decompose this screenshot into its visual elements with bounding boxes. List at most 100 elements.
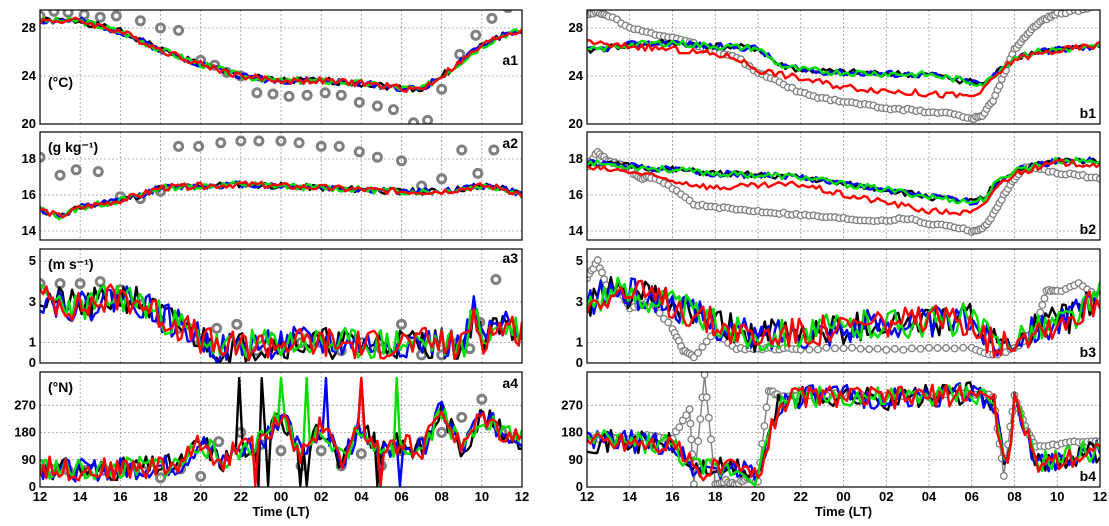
obs-point [48, 10, 60, 17]
plot-area-b2 [587, 147, 1100, 236]
x-tick-label: 12 [1093, 489, 1107, 504]
obs-point [408, 117, 420, 124]
obs-point [40, 458, 46, 470]
x-tick-label: 18 [153, 489, 167, 504]
obs-point [890, 344, 899, 353]
model-line [40, 376, 522, 487]
y-tick-label: 0 [29, 355, 36, 370]
obs-point [275, 135, 287, 147]
obs-point [94, 11, 106, 23]
obs-point [916, 344, 925, 353]
obs-point [925, 343, 933, 352]
panel-label-a3: a3 [502, 250, 518, 266]
y-tick-label: 0 [576, 479, 583, 494]
obs-point [848, 343, 856, 352]
model-line [40, 376, 522, 481]
model-line [40, 180, 522, 219]
obs-point [942, 344, 951, 352]
x-tick-label: 10 [1050, 489, 1064, 504]
x-tick-label: 18 [708, 489, 722, 504]
x-tick-label: 06 [394, 489, 408, 504]
plot-area-b4 [587, 372, 1100, 487]
obs-point [355, 448, 367, 460]
panel-a1: 20 24 28 a1 (°C) [22, 9, 523, 131]
x-tick-label: 20 [751, 489, 765, 504]
panel-label-b3: b3 [1080, 344, 1097, 360]
x-tick-label: 20 [193, 489, 207, 504]
model-line [40, 16, 522, 91]
y-tick-label: 18 [569, 151, 583, 166]
obs-point [856, 344, 865, 353]
panel-label-b2: b2 [1080, 221, 1097, 237]
obs-point [134, 15, 146, 27]
x-tick-label: 14 [623, 489, 638, 504]
plot-area-a1 [40, 10, 522, 124]
y-tick-label: 180 [561, 425, 583, 440]
obs-point [456, 144, 468, 156]
obs-point [335, 89, 347, 101]
obs-point [472, 167, 484, 179]
obs-point [454, 48, 466, 60]
obs-point [959, 343, 968, 352]
y-tick-label: 270 [561, 397, 583, 412]
panel-b3: 0 1 3 5 b3 [576, 248, 1101, 370]
x-tick-label: 04 [354, 489, 369, 504]
x-tick-label: 14 [73, 489, 88, 504]
y-tick-label: 1 [29, 335, 36, 350]
obs-point [762, 403, 771, 412]
model-line [587, 38, 1100, 99]
obs-point [301, 89, 313, 101]
plot-area-a4 [40, 376, 522, 487]
obs-point [70, 164, 82, 176]
obs-point [686, 419, 695, 428]
obs-point [40, 10, 46, 22]
obs-point [54, 169, 66, 181]
obs-point [664, 318, 673, 327]
obs-point [155, 22, 166, 34]
obs-point [760, 421, 769, 430]
unit-label-a4: (°N) [48, 379, 73, 395]
plot-area-b3 [587, 256, 1100, 362]
obs-point [333, 140, 345, 152]
obs-point [593, 256, 602, 265]
x-tick-label: 08 [1007, 489, 1021, 504]
panel-frame [39, 248, 523, 364]
panel-frame [586, 248, 1101, 364]
obs-point [694, 437, 703, 446]
x-tick-label: 02 [879, 489, 893, 504]
obs-point [685, 405, 694, 414]
y-tick-label: 20 [569, 116, 583, 131]
y-tick-label: 90 [569, 452, 583, 467]
obs-point [371, 151, 383, 163]
obs-point [436, 83, 448, 95]
obs-point [704, 413, 713, 422]
model-line [587, 158, 1100, 217]
obs-point [707, 435, 715, 444]
panel-label-b4: b4 [1080, 468, 1097, 484]
obs-point [62, 10, 74, 18]
y-tick-label: 14 [569, 223, 584, 238]
obs-point [195, 470, 207, 482]
obs-point [486, 12, 498, 24]
obs-point [94, 276, 106, 288]
obs-point [353, 146, 365, 158]
unit-label-a2: (g kg⁻¹) [48, 139, 98, 155]
y-tick-label: 90 [22, 452, 36, 467]
obs-point [702, 393, 711, 402]
y-tick-label: 24 [22, 68, 37, 83]
obs-point [283, 90, 295, 102]
obs-point [1088, 10, 1094, 11]
obs-point [267, 88, 279, 100]
obs-point [502, 10, 513, 14]
obs-point [675, 423, 684, 432]
obs-point [907, 344, 916, 353]
model-line [587, 279, 1100, 358]
y-tick-label: 28 [22, 20, 36, 35]
panel-a3: 0 1 3 5 a3 (m s⁻¹) [29, 248, 523, 370]
panel-label-a4: a4 [502, 375, 518, 391]
model-line [587, 383, 1100, 482]
model-line [40, 16, 522, 93]
obs-point [396, 318, 407, 330]
panel-frame [586, 371, 1101, 488]
